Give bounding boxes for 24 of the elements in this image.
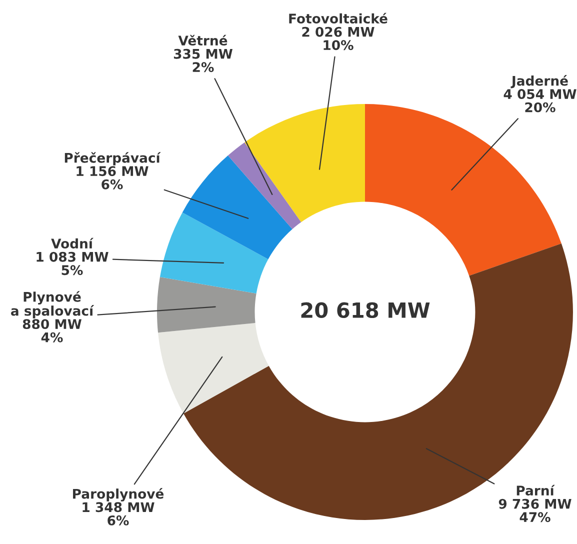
data-label: 880 MW 4% <box>22 319 82 342</box>
data-label: 1 348 MW 6% <box>82 502 154 526</box>
donut-slice <box>244 104 365 222</box>
slice-label: Fotovoltaické <box>289 12 388 24</box>
data-label: 1 156 MW 6% <box>76 166 148 190</box>
data-label: 2 026 MW 10% <box>302 26 374 50</box>
donut-slice <box>157 277 256 333</box>
donut-slice <box>182 156 292 260</box>
slice-label: Parní <box>516 484 555 496</box>
slice-label: Plynové a spalovací <box>11 291 94 318</box>
data-label: 4 054 MW 20% <box>504 89 576 112</box>
slice-label: Větrné <box>178 34 228 46</box>
data-label: 335 MW 2% <box>174 48 232 72</box>
slice-label: Přečerpávací <box>64 152 161 166</box>
donut-slice <box>160 212 268 294</box>
donut-slice <box>228 142 302 230</box>
data-label: 9 736 MW 47% <box>498 498 572 522</box>
slice-label: Jaderné <box>510 75 568 88</box>
slice-label: Vodní <box>51 238 94 249</box>
donut-slice <box>365 104 562 276</box>
donut-slice <box>158 322 269 414</box>
text: 20 618 MW <box>301 302 430 318</box>
data-label: 1 083 MW 5% <box>36 252 108 276</box>
slice-label: Paroplynové <box>73 488 164 502</box>
